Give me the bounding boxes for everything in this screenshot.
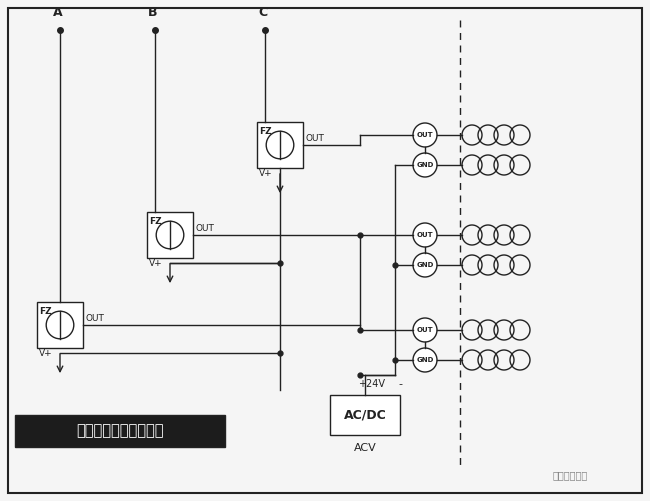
Circle shape [413, 318, 437, 342]
Text: FZ: FZ [149, 216, 162, 225]
Text: ACV: ACV [354, 443, 376, 453]
Bar [257, 122, 303, 168]
Bar [15, 415, 225, 447]
Circle shape [413, 123, 437, 147]
Text: FZ: FZ [259, 126, 272, 135]
Text: GND: GND [416, 262, 434, 268]
Text: 多路变送器共用接线图: 多路变送器共用接线图 [76, 423, 164, 438]
Text: C: C [258, 6, 267, 19]
Text: GND: GND [416, 162, 434, 168]
Circle shape [156, 221, 184, 249]
Circle shape [413, 348, 437, 372]
Text: B: B [148, 6, 157, 19]
Bar [147, 212, 193, 258]
Text: -: - [398, 379, 402, 389]
Text: OUT: OUT [417, 232, 434, 238]
Bar [37, 302, 83, 348]
Text: OUT: OUT [417, 327, 434, 333]
Text: V+: V+ [149, 259, 162, 268]
Text: FZ: FZ [39, 307, 51, 316]
Text: A: A [53, 6, 62, 19]
Text: OUT: OUT [417, 132, 434, 138]
Text: V+: V+ [259, 169, 272, 178]
Text: GND: GND [416, 357, 434, 363]
Text: V+: V+ [39, 349, 53, 358]
Circle shape [413, 223, 437, 247]
Text: OUT: OUT [86, 314, 105, 323]
Text: OUT: OUT [196, 224, 215, 233]
Circle shape [413, 253, 437, 277]
Bar [330, 395, 400, 435]
Text: 电气叫设课堂: 电气叫设课堂 [552, 470, 588, 480]
Text: AC/DC: AC/DC [344, 408, 386, 421]
Text: OUT: OUT [306, 134, 325, 143]
Circle shape [266, 131, 294, 159]
Text: +24V: +24V [358, 379, 385, 389]
Circle shape [46, 311, 74, 339]
Circle shape [413, 153, 437, 177]
